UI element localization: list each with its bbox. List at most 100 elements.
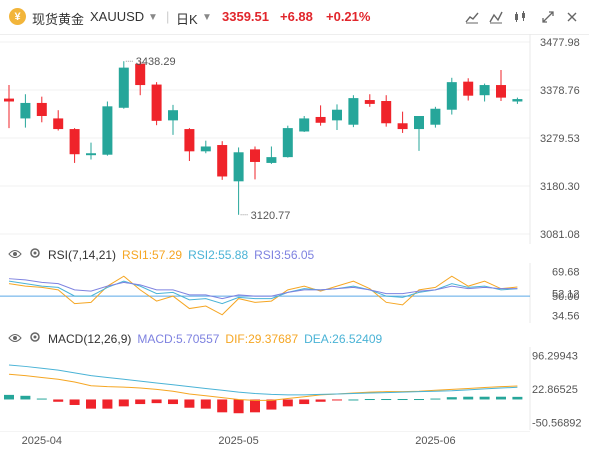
- candle-body: [168, 110, 178, 121]
- candle-body: [282, 128, 293, 158]
- macd-histogram-bar: [250, 399, 260, 413]
- extreme-price-label: 3120.77: [251, 210, 291, 222]
- macd-tick-label: -50.56892: [532, 418, 582, 430]
- macd-histogram-bar: [135, 399, 146, 405]
- candle-body: [266, 157, 277, 163]
- macd-histogram-bar: [36, 398, 47, 400]
- candle-body: [414, 116, 424, 130]
- candle-body: [4, 98, 14, 102]
- macd-histogram-bar: [364, 399, 375, 401]
- candle-body: [496, 85, 506, 98]
- candle-body: [332, 109, 342, 121]
- candle-body: [135, 63, 146, 86]
- rsi1-value: RSI1:57.29: [122, 247, 183, 262]
- candle-body: [315, 116, 326, 123]
- chevron-down-icon[interactable]: ▼: [202, 12, 212, 23]
- chart-toolbar: ¥ 现货黄金 XAUUSD ▼ | 日K ▼ 3359.51 +6.88 +0.…: [0, 0, 589, 35]
- time-axis: 2025-04 2025-05 2025-06: [0, 431, 530, 447]
- dif-line: [8, 373, 518, 401]
- candle-style-icon[interactable]: [512, 9, 528, 25]
- macd-legend: MACD(12,26,9) MACD:5.70557 DIF:29.37687 …: [8, 331, 382, 346]
- macd-histogram-bar: [53, 399, 64, 402]
- macd-histogram-bar: [86, 399, 96, 409]
- candle-body: [430, 108, 441, 125]
- candle-body: [20, 102, 31, 119]
- macd-histogram-bar: [430, 398, 441, 400]
- macd-histogram-bar: [463, 396, 474, 400]
- candle-body: [53, 118, 64, 130]
- extreme-price-label: 3438.29: [136, 56, 176, 68]
- rsi1-line: [8, 275, 518, 316]
- macd-histogram-bar: [20, 395, 31, 400]
- macd-histogram-bar: [397, 399, 408, 401]
- candle-body: [69, 129, 80, 155]
- macd-histogram-bar: [512, 396, 523, 400]
- candle-body: [102, 106, 113, 155]
- timeframe-selector[interactable]: 日K: [176, 12, 198, 27]
- chevron-down-icon[interactable]: ▼: [148, 12, 158, 23]
- macd-histogram-bar: [381, 399, 392, 401]
- macd-histogram-bar: [496, 396, 506, 400]
- rsi-legend: RSI(7,14,21) RSI1:57.29 RSI2:55.88 RSI3:…: [8, 247, 314, 262]
- rsi-tick-label: 69.68: [552, 267, 580, 279]
- candle-body: [217, 145, 228, 177]
- candle-body: [151, 84, 162, 121]
- price-tick-label: 3081.08: [540, 229, 580, 241]
- gold-logo-icon: ¥: [9, 8, 26, 25]
- rsi-title: RSI(7,14,21): [48, 247, 117, 262]
- close-icon[interactable]: [564, 9, 580, 25]
- rsi-tick-label: 52.12: [552, 288, 580, 300]
- macd-histogram-bar: [299, 399, 310, 405]
- eye-icon[interactable]: [8, 248, 22, 262]
- macd-histogram-bar: [151, 399, 162, 404]
- macd-title: MACD(12,26,9): [48, 331, 132, 346]
- time-tick-label: 2025-06: [415, 435, 455, 447]
- macd-histogram-bar: [102, 399, 113, 409]
- price-chart[interactable]: 3477.98 3378.76 3279.53 3180.30 3081.08 3438.…: [0, 34, 589, 244]
- macd-histogram-bar: [217, 399, 228, 413]
- price-tick-label: 3279.53: [540, 133, 580, 145]
- candle-body: [250, 149, 260, 162]
- macd-histogram-bar: [233, 399, 244, 414]
- macd-value: MACD:5.70557: [137, 331, 220, 346]
- rsi3-value: RSI3:56.05: [254, 247, 315, 262]
- candle-body: [479, 85, 490, 96]
- macd-histogram-bar: [348, 399, 359, 401]
- macd-histogram-bar: [282, 399, 293, 407]
- indicator-icon[interactable]: [464, 9, 480, 25]
- candle-body: [233, 152, 244, 182]
- eye-icon[interactable]: [8, 332, 22, 346]
- price-tick-label: 3180.30: [540, 181, 580, 193]
- dea-value: DEA:26.52409: [304, 331, 383, 346]
- candle-body: [381, 101, 392, 124]
- candle-body: [446, 82, 457, 110]
- candle-body: [364, 100, 375, 104]
- divider: |: [166, 9, 170, 24]
- instrument-name[interactable]: 现货黄金: [32, 12, 85, 27]
- macd-histogram-bar: [184, 399, 195, 408]
- candle-body: [36, 102, 47, 117]
- compare-icon[interactable]: [488, 9, 504, 25]
- macd-histogram-bar: [479, 396, 490, 400]
- macd-histogram-bar: [118, 399, 129, 407]
- macd-tick-label: 96.29943: [532, 350, 578, 362]
- rsi2-value: RSI2:55.88: [188, 247, 249, 262]
- time-tick-label: 2025-05: [218, 435, 258, 447]
- price-tick-label: 3477.98: [540, 37, 580, 49]
- settings-icon[interactable]: [28, 247, 42, 262]
- price-change: +6.88: [280, 9, 313, 24]
- fullscreen-icon[interactable]: [540, 9, 556, 25]
- macd-chart[interactable]: 96.29943 22.86525 -50.56892: [0, 347, 589, 430]
- settings-icon[interactable]: [28, 331, 42, 346]
- dif-value: DIF:29.37687: [225, 331, 299, 346]
- symbol-selector[interactable]: XAUUSD: [90, 9, 145, 24]
- price-change-pct: +0.21%: [326, 9, 371, 24]
- candle-body: [200, 146, 211, 152]
- candle-body: [348, 98, 359, 125]
- macd-histogram-bar: [168, 399, 178, 405]
- rsi3-line: [8, 278, 518, 300]
- candle-body: [299, 118, 310, 132]
- time-tick-label: 2025-04: [22, 435, 62, 447]
- macd-histogram-bar: [4, 394, 14, 400]
